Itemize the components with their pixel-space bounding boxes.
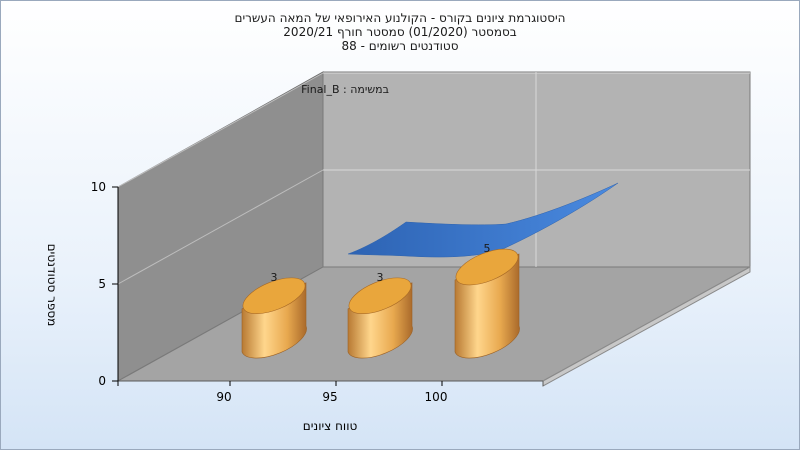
chart-title-line-3: סטודנטים רשומים - 88: [341, 39, 459, 53]
chart-title-line-1: היסטוגרמת ציונים בקורס - הקולנוע האירופא…: [234, 11, 566, 25]
y-axis-label: מספר סטודנטים: [45, 244, 59, 327]
bar: [241, 277, 307, 359]
bar-value-label: 5: [484, 242, 491, 255]
distribution-curve: [347, 182, 619, 258]
bar-top: [455, 248, 519, 286]
x-tick-label: 100: [425, 390, 448, 404]
bar-top: [348, 277, 412, 315]
y-tick-label: 0: [98, 374, 106, 388]
bar-top: [242, 277, 306, 315]
wall-gridline: [117, 169, 324, 285]
x-tick-label: 95: [322, 390, 337, 404]
bar: [454, 248, 520, 359]
chart-title-line-2: בסמסטר (01/2020) סמסטר חורף 2020/21: [283, 25, 517, 39]
y-tick-label: 10: [91, 180, 106, 194]
x-tick-label: 90: [216, 390, 231, 404]
y-tick-label: 5: [98, 277, 106, 291]
task-annotation: במשימה : Final_B: [301, 83, 389, 96]
bar-value-label: 3: [377, 271, 384, 284]
wall-gridline: [117, 72, 324, 188]
bar-value-label: 3: [271, 271, 278, 284]
bar: [347, 277, 413, 359]
x-axis-label: טווח ציונים: [303, 419, 358, 433]
